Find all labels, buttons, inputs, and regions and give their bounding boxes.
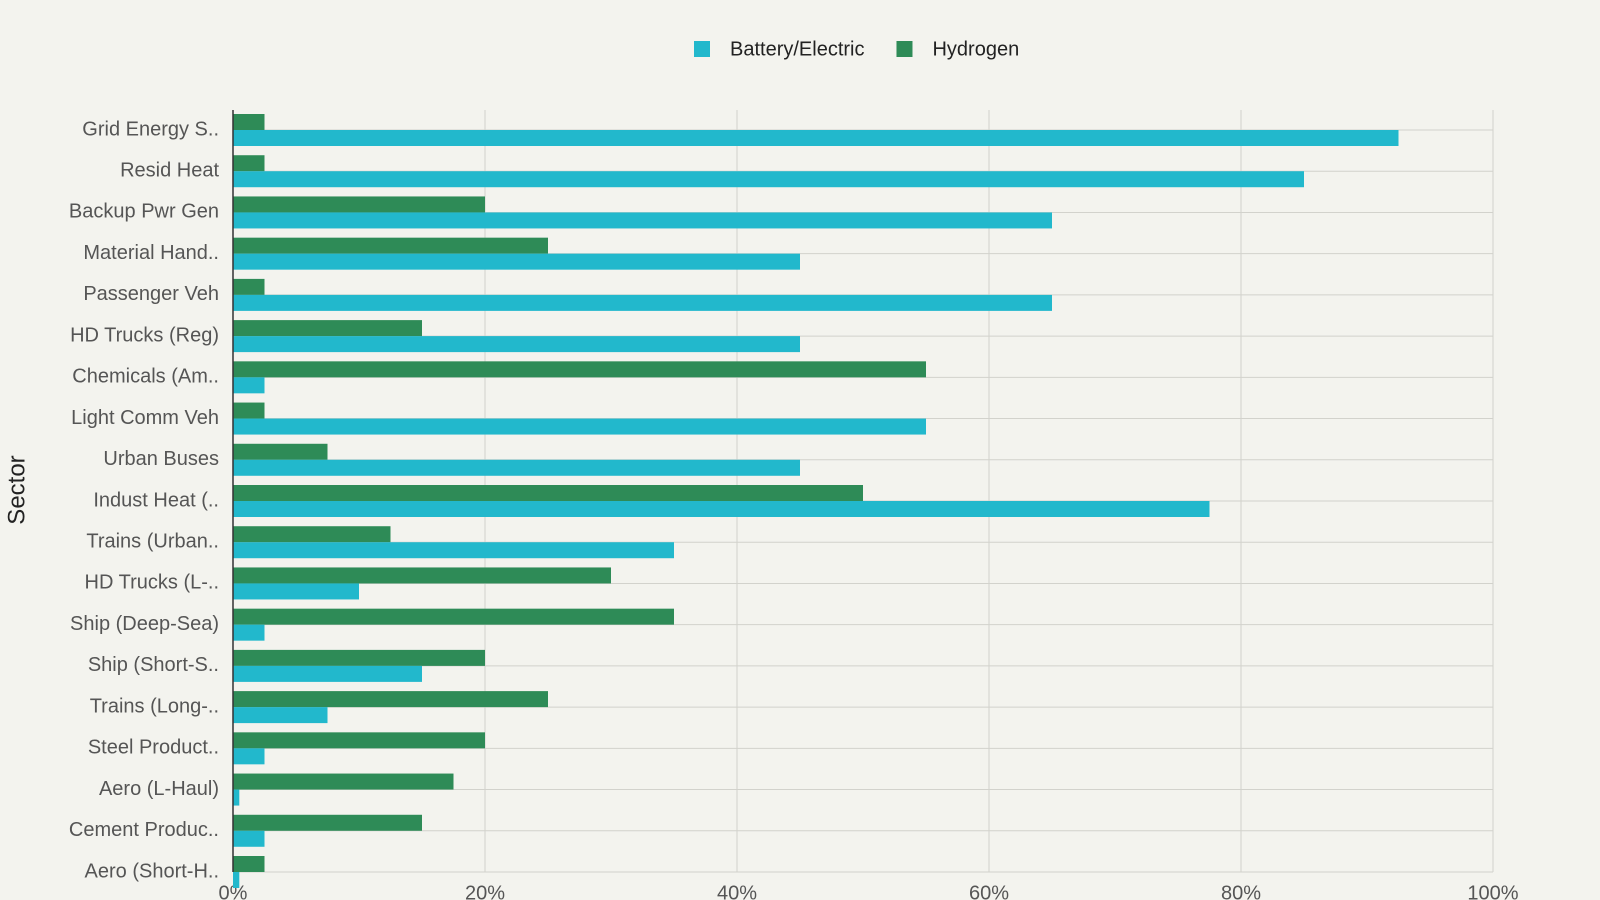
bar — [233, 624, 265, 641]
y-axis-label: Sector — [3, 455, 30, 524]
bar — [233, 196, 485, 213]
bar — [233, 402, 265, 419]
bar — [233, 608, 674, 625]
y-tick-label: Aero (L-Haul) — [99, 778, 219, 800]
y-tick-label: Urban Buses — [103, 448, 219, 470]
bar — [233, 459, 800, 476]
bar — [233, 278, 265, 295]
bar — [233, 542, 674, 559]
legend: Battery/Electric Hydrogen — [694, 38, 1019, 60]
bar — [233, 583, 359, 600]
bar — [233, 418, 926, 435]
bar — [233, 814, 422, 831]
y-tick-label: Aero (Short-H.. — [85, 860, 219, 882]
y-tick-label: HD Trucks (L-.. — [85, 572, 219, 594]
y-tick-label: Backup Pwr Gen — [69, 201, 219, 223]
bar — [233, 567, 611, 584]
bar — [233, 789, 240, 806]
bar — [233, 707, 328, 724]
y-tick-label: Trains (Long-.. — [90, 695, 219, 717]
bar — [233, 253, 800, 270]
bar — [233, 748, 265, 765]
bar — [233, 773, 454, 790]
y-tick-label: Steel Product.. — [88, 737, 219, 759]
bar — [233, 691, 548, 708]
x-tick-label: 80% — [1221, 882, 1261, 900]
legend-label: Battery/Electric — [730, 38, 864, 60]
bar — [233, 155, 265, 172]
bar — [233, 212, 1052, 229]
y-tick-label: Cement Produc.. — [69, 819, 219, 841]
y-tick-label: HD Trucks (Reg) — [70, 324, 219, 346]
x-tick-label: 0% — [219, 882, 248, 900]
y-tick-label: Ship (Short-S.. — [88, 654, 219, 676]
legend-swatch — [896, 41, 913, 57]
bar — [233, 114, 265, 130]
x-tick-label: 20% — [465, 882, 505, 900]
y-tick-label: Passenger Veh — [83, 283, 219, 305]
bar — [233, 485, 863, 501]
y-tick-label: Indust Heat (.. — [93, 489, 219, 511]
bar — [233, 872, 240, 888]
bar — [233, 443, 328, 460]
y-tick-label: Chemicals (Am.. — [72, 366, 219, 388]
bar — [233, 732, 485, 749]
bar — [233, 377, 265, 394]
legend-label: Hydrogen — [932, 38, 1019, 60]
y-tick-label: Ship (Deep-Sea) — [70, 613, 219, 635]
y-tick-label: Grid Energy S.. — [82, 118, 219, 140]
legend-swatch — [694, 41, 710, 57]
bar — [233, 320, 422, 337]
bar — [233, 526, 391, 543]
y-tick-label: Material Hand.. — [83, 242, 219, 264]
y-tick-label: Light Comm Veh — [71, 407, 219, 429]
bar — [233, 237, 548, 254]
bar — [233, 830, 265, 847]
x-tick-label: 60% — [969, 882, 1009, 900]
y-tick-label: Trains (Urban.. — [86, 531, 219, 553]
y-tick-label: Resid Heat — [120, 160, 219, 182]
bar — [233, 130, 1399, 146]
bar — [233, 649, 485, 666]
bar — [233, 171, 1304, 188]
x-tick-label: 40% — [717, 882, 757, 900]
bar — [233, 501, 1210, 517]
bar — [233, 336, 800, 353]
x-tick-label: 100% — [1467, 882, 1518, 900]
bar — [233, 665, 422, 682]
bar — [233, 294, 1052, 311]
bar — [233, 856, 265, 872]
bar — [233, 361, 926, 378]
